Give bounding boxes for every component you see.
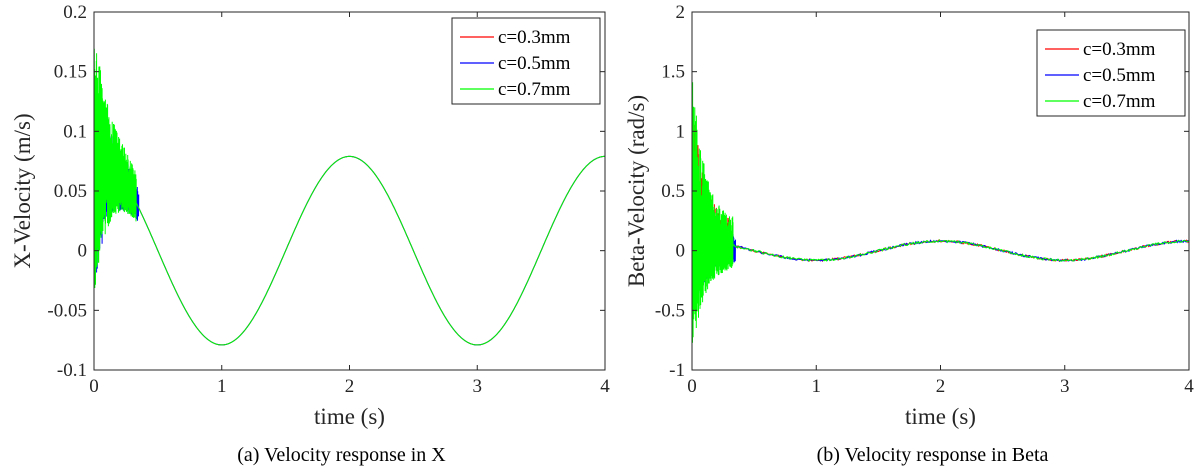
y-tick-label: 1.5 <box>661 62 685 83</box>
panel-b: 0 1 2 3 4 -1 -0.5 0 0.5 1 1.5 2 time (s) Beta-Velo… <box>624 2 1194 466</box>
series-line-c=0.3mm <box>93 117 605 346</box>
panel-a-caption: (a) Velocity response in X <box>237 444 446 466</box>
panel-b-y-axis-label: Beta-Velocity (rad/s) <box>624 95 649 287</box>
legend-entry-label: c=0.5mm <box>1083 65 1156 86</box>
series-line-c=0.7mm <box>93 48 605 346</box>
y-tick-label: 1 <box>676 121 686 142</box>
y-tick-label: 0.5 <box>661 181 685 202</box>
panel-b-x-axis-label: time (s) <box>905 404 976 429</box>
panel-a-legend: c=0.3mm c=0.5mm c=0.7mm <box>451 17 601 105</box>
legend-entry-label: c=0.3mm <box>1083 39 1156 60</box>
legend-box <box>1036 29 1186 117</box>
legend-entry-label: c=0.7mm <box>498 79 571 100</box>
panel-a-lines <box>93 48 605 346</box>
y-tick-label: 0 <box>676 241 686 262</box>
x-tick-label: 2 <box>345 376 355 397</box>
panel-a-x-ticks: 0 1 2 3 4 <box>89 12 610 397</box>
x-tick-label: 3 <box>1060 376 1070 397</box>
y-tick-label: 0.2 <box>63 2 87 23</box>
series-line-c=0.3mm <box>691 109 1190 303</box>
panel-a-x-axis-label: time (s) <box>314 404 385 429</box>
y-tick-label: -1 <box>669 360 685 381</box>
series-line-c=0.7mm <box>691 82 1190 343</box>
panel-b-lines <box>691 82 1190 343</box>
y-tick-label: 0.05 <box>54 181 87 202</box>
x-tick-label: 3 <box>473 376 483 397</box>
series-line-c=0.5mm <box>93 83 605 346</box>
x-tick-label: 1 <box>812 376 822 397</box>
panel-b-y-ticks: -1 -0.5 0 0.5 1 1.5 2 <box>655 2 1189 381</box>
x-tick-label: 0 <box>687 376 697 397</box>
panel-b-caption: (b) Velocity response in Beta <box>817 444 1049 466</box>
y-tick-label: -0.5 <box>655 300 685 321</box>
y-tick-label: -0.05 <box>47 300 87 321</box>
series-line-c=0.5mm <box>691 185 1190 316</box>
y-tick-label: 0 <box>78 241 88 262</box>
y-tick-label: 0.15 <box>54 62 87 83</box>
legend-entry-label: c=0.7mm <box>1083 91 1156 112</box>
legend-box <box>451 17 601 105</box>
x-tick-label: 4 <box>600 376 610 397</box>
x-tick-label: 2 <box>936 376 946 397</box>
y-tick-label: -0.1 <box>57 360 87 381</box>
y-tick-label: 2 <box>676 2 686 23</box>
x-tick-label: 1 <box>217 376 227 397</box>
panel-b-x-ticks: 0 1 2 3 4 <box>687 12 1194 397</box>
panel-b-legend: c=0.3mm c=0.5mm c=0.7mm <box>1036 29 1186 117</box>
legend-entry-label: c=0.5mm <box>498 53 571 74</box>
legend-entry-label: c=0.3mm <box>498 27 571 48</box>
y-tick-label: 0.1 <box>63 121 87 142</box>
panel-a-y-ticks: -0.1 -0.05 0 0.05 0.1 0.15 0.2 <box>47 2 605 381</box>
x-tick-label: 0 <box>89 376 99 397</box>
panel-a-y-axis-label: X-Velocity (m/s) <box>10 113 35 268</box>
x-tick-label: 4 <box>1184 376 1194 397</box>
